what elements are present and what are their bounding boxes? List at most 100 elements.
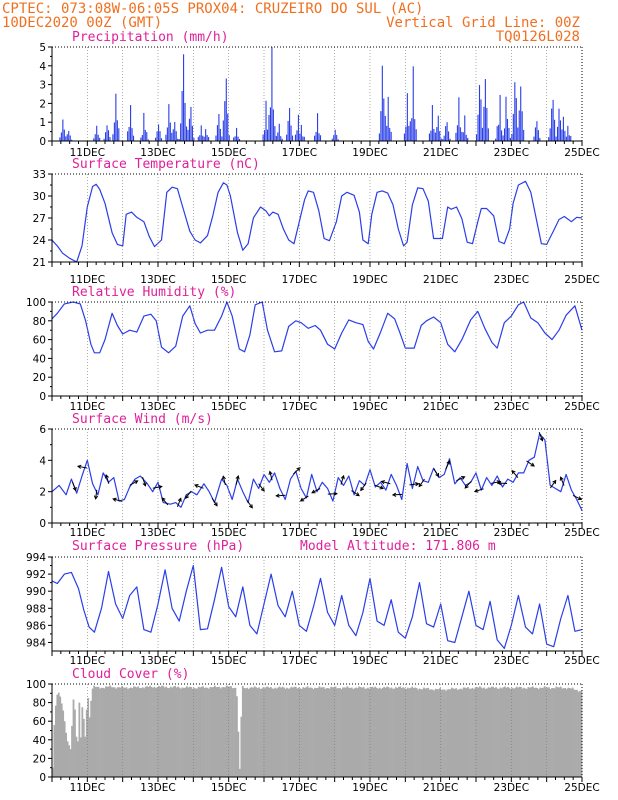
precip-bar [191,125,193,141]
wind-arrow-head [161,497,166,502]
cloud-bar [527,687,530,777]
cloud-bar [461,689,464,777]
cloud-bar [487,687,490,777]
cloud-bar [153,686,156,777]
panel-press: Surface Pressure (hPa) Model Altitude: 17… [26,539,600,667]
x-tick-label: 17DEC [282,655,317,667]
cloud-bar [440,689,443,777]
cloud-bar [523,687,525,777]
cloud-bar [462,687,465,777]
precip-bar [303,136,305,141]
precip-bar [518,110,520,141]
precip-bar [462,132,464,141]
cloud-bar [138,688,141,777]
cloud-bar [358,686,360,777]
precip-bar [59,137,61,141]
cloud-bar [69,749,72,777]
wind-arrow [526,460,535,467]
y-tick-label: 3 [39,80,46,92]
precip-bar [564,130,566,141]
cloud-bar [206,687,209,777]
wind-arrow-head [213,502,218,507]
cloud-bar [428,689,431,777]
cloud-bar [236,696,238,777]
wind-arrow [538,431,543,441]
wind-arrow-head [539,437,544,442]
cloud-bar [103,688,106,777]
cloud-bar [381,687,384,777]
precip-bar [93,138,95,141]
x-tick-label: 13DEC [140,147,175,159]
cloud-bar [424,688,427,777]
wind-arrow-head [93,495,99,500]
x-tick-label: 23DEC [494,147,529,159]
precip-bar [336,134,338,141]
x-tick-label: 21DEC [423,527,458,539]
panel-annotation: Model Altitude: 171.806 m [300,539,496,554]
precip-bar [171,132,173,141]
cloud-bar [415,687,418,777]
cloud-bar [175,687,178,777]
precip-bar [66,134,68,141]
cloud-bar [221,687,224,777]
precip-bar [294,134,297,141]
x-tick-label: 25DEC [564,655,599,667]
cloud-bar [565,689,568,777]
precip-bar [556,126,559,141]
x-tick-label: 13DEC [140,401,175,413]
cloud-bar [450,687,453,777]
header-model-code: TQ0126L028 [496,29,580,45]
cloud-bar [337,688,340,777]
precip-bar [558,108,560,141]
cloud-bar [63,721,66,777]
cloud-bar [476,686,478,777]
precip-bar [238,139,241,141]
precip-bar [132,135,135,141]
cloud-bar [205,687,207,777]
wind-arrow [185,490,192,499]
cloud-bar [396,688,399,777]
wind-arrow-head [559,476,564,481]
cloud-bar [91,688,94,777]
precip-bar [476,134,478,141]
cloud-bar [250,687,253,777]
cloud-bar [474,687,477,777]
precip-bar [461,131,463,141]
cloud-bar [356,688,359,777]
cloud-bar [431,689,434,777]
cloud-bar [52,767,54,777]
wind-arrow [392,493,403,496]
y-tick-label: 5 [39,42,46,54]
cloud-bar [72,699,75,777]
precip-bar [269,107,271,141]
cloud-bar [470,688,472,777]
wind-arrow [381,480,391,485]
cloud-bar [545,687,547,777]
cloud-bar [90,700,93,777]
cloud-bar [190,687,193,777]
precip-bar [216,125,218,141]
cloud-bar [163,687,166,777]
cloud-bar [437,689,440,777]
cloud-bar [390,687,393,777]
header-date: 10DEC2020 00Z (GMT) [2,15,162,31]
y-tick-label: 30 [33,191,46,203]
y-tick-label: 0 [39,518,46,530]
precip-bar [286,134,288,141]
cloud-bar [141,687,144,777]
cloud-bar [168,688,171,777]
cloud-bar [208,688,210,777]
cloud-bar [443,689,446,777]
cloud-bar [99,688,101,777]
cloud-bar [571,687,574,777]
precip-bar [534,127,536,141]
cloud-bar [567,687,570,777]
cloud-bar [539,687,542,777]
cloud-bar [580,690,583,777]
wind-arrow-head [511,469,516,475]
wind-arrow [246,500,253,509]
panel-title: Surface Pressure (hPa) [72,539,244,554]
wind-arrow-head [235,474,240,480]
cloud-bar [449,689,452,777]
wind-arrow [409,483,419,486]
